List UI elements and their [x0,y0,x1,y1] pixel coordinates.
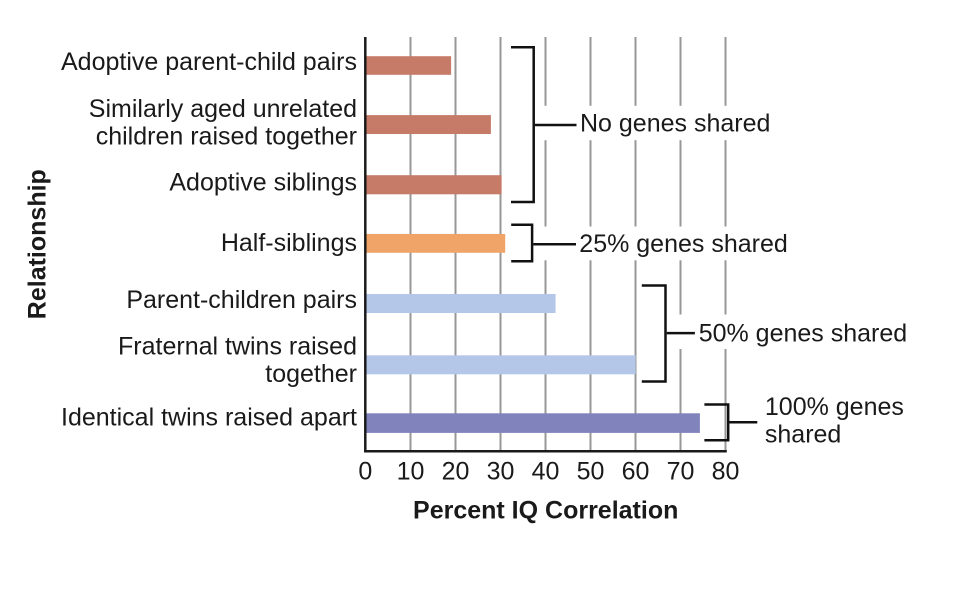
svg-text:No genes shared: No genes shared [580,109,770,137]
svg-text:50: 50 [577,458,605,486]
svg-text:70: 70 [667,458,695,486]
svg-text:20: 20 [442,458,470,486]
svg-text:Half-siblings: Half-siblings [221,229,357,257]
svg-text:Similarly aged unrelated: Similarly aged unrelated [89,95,357,123]
svg-text:25% genes shared: 25% genes shared [579,230,787,258]
svg-text:Parent-children pairs: Parent-children pairs [126,286,357,314]
svg-text:Percent IQ Correlation: Percent IQ Correlation [413,496,678,524]
svg-text:Fraternal twins raised: Fraternal twins raised [118,332,357,360]
svg-text:shared: shared [765,420,841,448]
svg-text:50% genes shared: 50% genes shared [699,320,907,348]
svg-text:together: together [265,360,357,388]
svg-text:Adoptive parent-child pairs: Adoptive parent-child pairs [61,48,357,76]
svg-text:Adoptive siblings: Adoptive siblings [169,168,357,196]
svg-text:0: 0 [358,458,372,486]
svg-text:60: 60 [622,458,650,486]
svg-text:Relationship: Relationship [24,169,52,319]
svg-text:40: 40 [532,458,560,486]
svg-text:Identical twins raised apart: Identical twins raised apart [61,404,357,432]
svg-text:30: 30 [487,458,515,486]
svg-text:100% genes: 100% genes [765,393,904,421]
svg-text:10: 10 [397,458,425,486]
svg-text:80: 80 [712,458,740,486]
svg-text:children raised together: children raised together [96,123,357,151]
